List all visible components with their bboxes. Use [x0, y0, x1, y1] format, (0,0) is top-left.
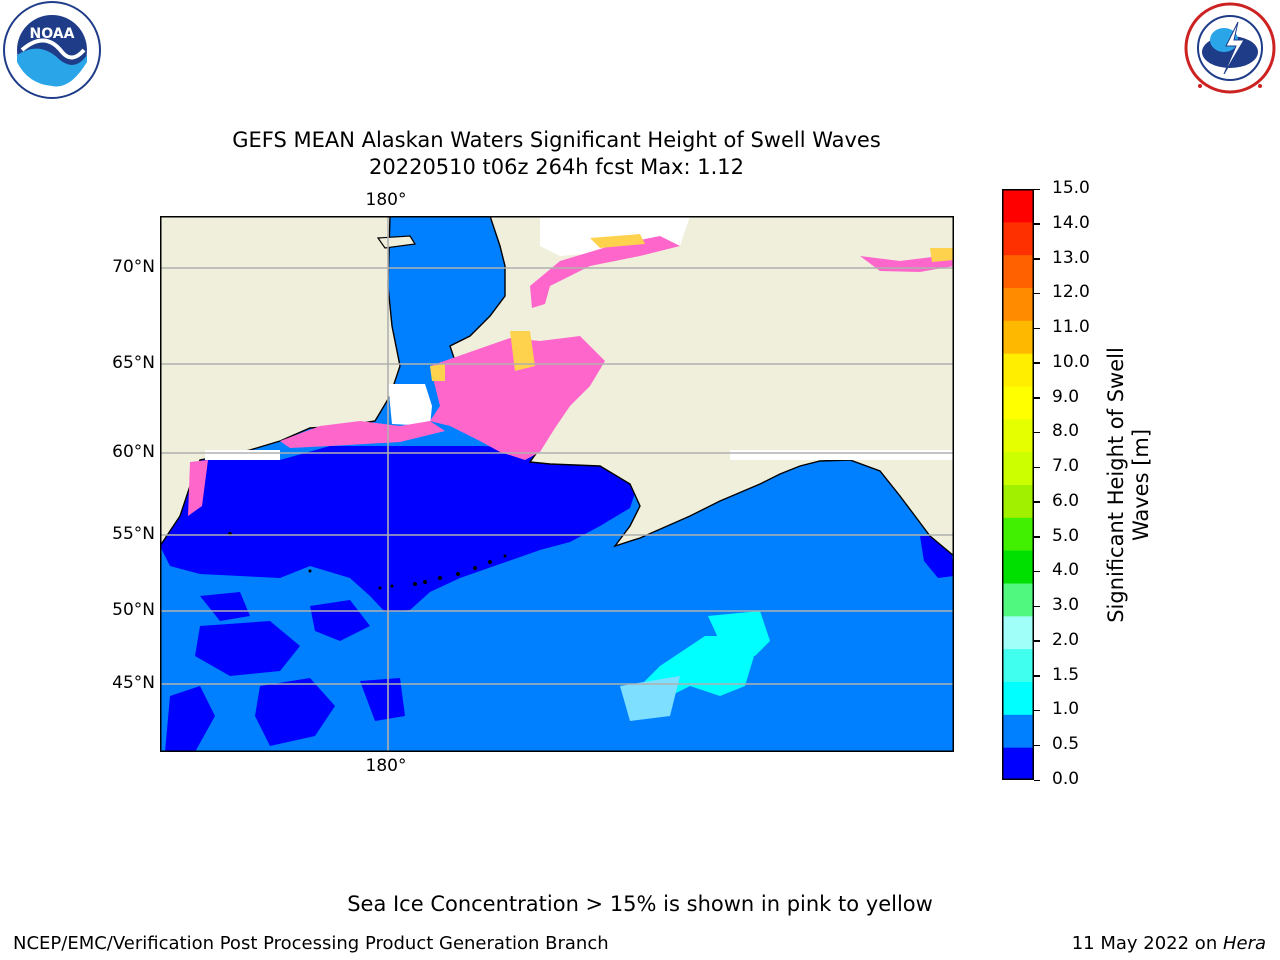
aleutian-islands: [228, 532, 507, 590]
colorbar-swatch: [1002, 221, 1034, 256]
colorbar-tick-mark: [1034, 744, 1040, 747]
colorbar-swatch: [1002, 254, 1034, 288]
colorbar-tick-mark: [1034, 258, 1040, 260]
colorbar-tick-label: 4.0: [1052, 560, 1080, 581]
colorbar-tick-label: 12.0: [1052, 282, 1090, 303]
colorbar-tick-label: 9.0: [1052, 386, 1080, 407]
colorbar-tick-mark: [1034, 501, 1040, 503]
colorbar-tick-label: 10.0: [1052, 351, 1090, 372]
colorbar-tick-mark: [1034, 570, 1040, 573]
colorbar-frame: [1002, 189, 1034, 780]
colorbar-tick-mark: [1034, 675, 1040, 677]
colorbar-swatch: [1002, 189, 1034, 223]
colorbar-swatch: [1002, 451, 1034, 485]
colorbar-swatch: [1002, 386, 1034, 420]
lat-label-60: 60°N: [112, 442, 155, 462]
map-frame: [160, 216, 954, 752]
colorbar-swatch: [1002, 648, 1034, 682]
landmass: [159, 215, 955, 558]
colorbar-tick-mark: [1034, 709, 1040, 712]
lat-label-45: 45°N: [112, 673, 155, 693]
colorbar-tick-label: 11.0: [1052, 317, 1090, 338]
colorbar-swatch: [1002, 484, 1034, 518]
colorbar-label-line1: Significant Height of Swell: [1104, 347, 1128, 623]
colorbar-swatch: [1002, 353, 1034, 387]
colorbar-tick-label: 15.0: [1052, 178, 1090, 198]
siberia-land: [159, 215, 401, 549]
chart-title: GEFS MEAN Alaskan Waters Significant Hei…: [232, 128, 881, 152]
colorbar-tick-label: 3.0: [1052, 595, 1080, 616]
colorbar-tick-mark: [1034, 431, 1040, 434]
lat-label-50: 50°N: [112, 600, 155, 620]
alaska-land: [449, 215, 955, 558]
colorbar-swatches: [1002, 189, 1034, 781]
noaa-logo: NOAA: [0, 0, 104, 104]
colorbar-swatch: [1002, 583, 1034, 617]
colorbar-label-line2: Waves [m]: [1129, 428, 1153, 542]
colorbar-tick-mark: [1034, 362, 1040, 364]
colorbar-tick-label: 13.0: [1052, 247, 1090, 268]
colorbar-tick-mark: [1034, 188, 1040, 190]
lon-label-top: 180°: [365, 190, 407, 210]
colorbar-tick-mark: [1034, 292, 1040, 295]
colorbar-tick-label: 7.0: [1052, 456, 1080, 477]
colorbar-tick-label: 0.5: [1052, 734, 1080, 755]
elevated-swell-areas: [620, 676, 680, 721]
colorbar: [1002, 189, 1034, 781]
bering-low-swell: [160, 446, 640, 612]
colorbar-swatch: [1002, 418, 1034, 453]
graticule: [160, 216, 954, 752]
colorbar-tick-mark: [1034, 397, 1040, 399]
sea-ice-pink: [188, 236, 954, 516]
nws-logo: [1180, 0, 1280, 100]
map-canvas: [159, 215, 955, 752]
colorbar-swatch: [1002, 681, 1034, 715]
colorbar-tick-label: 5.0: [1052, 525, 1080, 546]
sea-ice-note: Sea Ice Concentration > 15% is shown in …: [347, 892, 933, 916]
chart-subtitle: 20220510 t06z 264h fcst Max: 1.12: [369, 155, 744, 179]
lat-label-65: 65°N: [112, 353, 155, 373]
south-low-swell-patches: [165, 592, 405, 752]
lat-label-55: 55°N: [112, 524, 155, 544]
date-host: Hera: [1222, 933, 1266, 954]
colorbar-tick-mark: [1034, 223, 1040, 225]
colorbar-tick-label: 0.0: [1052, 769, 1080, 789]
colorbar-tick-label: 8.0: [1052, 421, 1080, 442]
colorbar-swatch: [1002, 320, 1034, 354]
colorbar-tick-mark: [1034, 779, 1040, 781]
colorbar-swatch: [1002, 550, 1034, 584]
colorbar-tick-mark: [1034, 466, 1040, 469]
colorbar-tick-mark: [1034, 605, 1040, 608]
map-panel: [159, 215, 955, 752]
colorbar-swatch: [1002, 517, 1034, 551]
colorbar-swatch: [1002, 714, 1034, 748]
colorbar-tick-label: 2.0: [1052, 629, 1080, 650]
colorbar-swatch: [1002, 615, 1034, 650]
sea-ice-yellow: [430, 234, 954, 381]
noaa-logo-text: NOAA: [30, 26, 75, 42]
date-prefix: 11 May 2022 on: [1071, 933, 1223, 954]
credit-text: NCEP/EMC/Verification Post Processing Pr…: [13, 933, 609, 954]
lon-label-bottom: 180°: [365, 756, 407, 776]
colorbar-tick-mark: [1034, 640, 1040, 642]
colorbar-tick-label: 14.0: [1052, 212, 1090, 233]
colorbar-tick-mark: [1034, 327, 1040, 330]
colorbar-swatch: [1002, 287, 1034, 321]
lat-label-70: 70°N: [112, 257, 155, 277]
colorbar-swatch: [1002, 747, 1034, 781]
colorbar-tick-label: 1.5: [1052, 664, 1080, 685]
colorbar-tick-label: 1.0: [1052, 699, 1080, 720]
date-text: 11 May 2022 on Hera: [1072, 933, 1266, 954]
colorbar-tick-mark: [1034, 536, 1040, 538]
colorbar-tick-label: 6.0: [1052, 490, 1080, 511]
